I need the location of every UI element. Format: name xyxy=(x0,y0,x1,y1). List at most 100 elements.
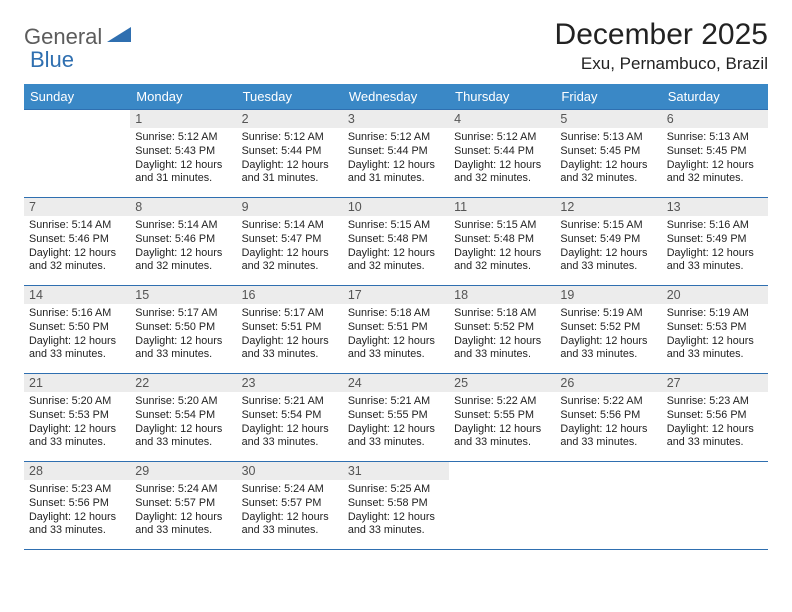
calendar-cell: 24Sunrise: 5:21 AMSunset: 5:55 PMDayligh… xyxy=(343,374,449,462)
day-number: 23 xyxy=(237,374,343,392)
header: General December 2025 Exu, Pernambuco, B… xyxy=(24,18,768,80)
day-number: 18 xyxy=(449,286,555,304)
calendar-cell: 19Sunrise: 5:19 AMSunset: 5:52 PMDayligh… xyxy=(555,286,661,374)
day-number: 29 xyxy=(130,462,236,480)
day-details: Sunrise: 5:22 AMSunset: 5:55 PMDaylight:… xyxy=(449,392,555,454)
day-details: Sunrise: 5:16 AMSunset: 5:49 PMDaylight:… xyxy=(662,216,768,278)
calendar-cell: 28Sunrise: 5:23 AMSunset: 5:56 PMDayligh… xyxy=(24,462,130,550)
day-number: 19 xyxy=(555,286,661,304)
logo-triangle-icon xyxy=(107,24,133,49)
calendar-cell: 27Sunrise: 5:23 AMSunset: 5:56 PMDayligh… xyxy=(662,374,768,462)
day-details: Sunrise: 5:15 AMSunset: 5:48 PMDaylight:… xyxy=(449,216,555,278)
day-details: Sunrise: 5:12 AMSunset: 5:44 PMDaylight:… xyxy=(343,128,449,190)
day-number: 7 xyxy=(24,198,130,216)
day-number: 3 xyxy=(343,110,449,128)
calendar-cell: 23Sunrise: 5:21 AMSunset: 5:54 PMDayligh… xyxy=(237,374,343,462)
day-number xyxy=(555,462,661,480)
weekday-header: Saturday xyxy=(662,84,768,110)
weekday-header: Monday xyxy=(130,84,236,110)
month-title: December 2025 xyxy=(555,18,768,52)
calendar-week-row: 14Sunrise: 5:16 AMSunset: 5:50 PMDayligh… xyxy=(24,286,768,374)
calendar-cell: 3Sunrise: 5:12 AMSunset: 5:44 PMDaylight… xyxy=(343,110,449,198)
calendar-cell: 8Sunrise: 5:14 AMSunset: 5:46 PMDaylight… xyxy=(130,198,236,286)
day-details: Sunrise: 5:12 AMSunset: 5:44 PMDaylight:… xyxy=(237,128,343,190)
day-details: Sunrise: 5:18 AMSunset: 5:51 PMDaylight:… xyxy=(343,304,449,366)
calendar-cell: 14Sunrise: 5:16 AMSunset: 5:50 PMDayligh… xyxy=(24,286,130,374)
calendar-cell: 1Sunrise: 5:12 AMSunset: 5:43 PMDaylight… xyxy=(130,110,236,198)
day-number: 8 xyxy=(130,198,236,216)
day-details: Sunrise: 5:19 AMSunset: 5:52 PMDaylight:… xyxy=(555,304,661,366)
calendar-cell xyxy=(662,462,768,550)
weekday-header: Sunday xyxy=(24,84,130,110)
calendar-cell: 10Sunrise: 5:15 AMSunset: 5:48 PMDayligh… xyxy=(343,198,449,286)
calendar-cell: 29Sunrise: 5:24 AMSunset: 5:57 PMDayligh… xyxy=(130,462,236,550)
day-details: Sunrise: 5:23 AMSunset: 5:56 PMDaylight:… xyxy=(662,392,768,454)
day-details: Sunrise: 5:19 AMSunset: 5:53 PMDaylight:… xyxy=(662,304,768,366)
day-details: Sunrise: 5:13 AMSunset: 5:45 PMDaylight:… xyxy=(555,128,661,190)
calendar-cell: 18Sunrise: 5:18 AMSunset: 5:52 PMDayligh… xyxy=(449,286,555,374)
day-number: 26 xyxy=(555,374,661,392)
calendar-cell: 17Sunrise: 5:18 AMSunset: 5:51 PMDayligh… xyxy=(343,286,449,374)
day-details: Sunrise: 5:21 AMSunset: 5:55 PMDaylight:… xyxy=(343,392,449,454)
day-details: Sunrise: 5:14 AMSunset: 5:46 PMDaylight:… xyxy=(24,216,130,278)
calendar-cell: 5Sunrise: 5:13 AMSunset: 5:45 PMDaylight… xyxy=(555,110,661,198)
day-number: 14 xyxy=(24,286,130,304)
day-details: Sunrise: 5:15 AMSunset: 5:49 PMDaylight:… xyxy=(555,216,661,278)
calendar-cell: 12Sunrise: 5:15 AMSunset: 5:49 PMDayligh… xyxy=(555,198,661,286)
logo-text-blue: Blue xyxy=(30,47,74,72)
calendar-cell: 6Sunrise: 5:13 AMSunset: 5:45 PMDaylight… xyxy=(662,110,768,198)
day-number: 16 xyxy=(237,286,343,304)
weekday-header: Wednesday xyxy=(343,84,449,110)
day-number: 12 xyxy=(555,198,661,216)
day-number: 28 xyxy=(24,462,130,480)
calendar-cell: 21Sunrise: 5:20 AMSunset: 5:53 PMDayligh… xyxy=(24,374,130,462)
day-number: 2 xyxy=(237,110,343,128)
day-details: Sunrise: 5:20 AMSunset: 5:54 PMDaylight:… xyxy=(130,392,236,454)
day-number xyxy=(24,110,130,128)
day-number: 10 xyxy=(343,198,449,216)
day-number: 11 xyxy=(449,198,555,216)
day-number: 4 xyxy=(449,110,555,128)
day-number: 31 xyxy=(343,462,449,480)
day-details: Sunrise: 5:15 AMSunset: 5:48 PMDaylight:… xyxy=(343,216,449,278)
calendar-cell: 30Sunrise: 5:24 AMSunset: 5:57 PMDayligh… xyxy=(237,462,343,550)
day-number: 30 xyxy=(237,462,343,480)
day-number: 22 xyxy=(130,374,236,392)
calendar-cell: 22Sunrise: 5:20 AMSunset: 5:54 PMDayligh… xyxy=(130,374,236,462)
calendar-cell: 2Sunrise: 5:12 AMSunset: 5:44 PMDaylight… xyxy=(237,110,343,198)
day-number: 13 xyxy=(662,198,768,216)
calendar-cell: 9Sunrise: 5:14 AMSunset: 5:47 PMDaylight… xyxy=(237,198,343,286)
calendar-cell: 4Sunrise: 5:12 AMSunset: 5:44 PMDaylight… xyxy=(449,110,555,198)
day-details: Sunrise: 5:17 AMSunset: 5:51 PMDaylight:… xyxy=(237,304,343,366)
calendar-cell: 26Sunrise: 5:22 AMSunset: 5:56 PMDayligh… xyxy=(555,374,661,462)
calendar-cell xyxy=(24,110,130,198)
weekday-header-row: SundayMondayTuesdayWednesdayThursdayFrid… xyxy=(24,84,768,110)
day-number: 5 xyxy=(555,110,661,128)
day-details: Sunrise: 5:22 AMSunset: 5:56 PMDaylight:… xyxy=(555,392,661,454)
calendar-week-row: 1Sunrise: 5:12 AMSunset: 5:43 PMDaylight… xyxy=(24,110,768,198)
calendar-body: 1Sunrise: 5:12 AMSunset: 5:43 PMDaylight… xyxy=(24,110,768,550)
day-number: 20 xyxy=(662,286,768,304)
weekday-header: Thursday xyxy=(449,84,555,110)
day-details: Sunrise: 5:13 AMSunset: 5:45 PMDaylight:… xyxy=(662,128,768,190)
day-number: 17 xyxy=(343,286,449,304)
calendar-cell: 13Sunrise: 5:16 AMSunset: 5:49 PMDayligh… xyxy=(662,198,768,286)
logo-text-blue-wrap: Blue xyxy=(30,47,74,73)
day-details: Sunrise: 5:23 AMSunset: 5:56 PMDaylight:… xyxy=(24,480,130,542)
calendar-cell: 7Sunrise: 5:14 AMSunset: 5:46 PMDaylight… xyxy=(24,198,130,286)
location: Exu, Pernambuco, Brazil xyxy=(555,54,768,74)
calendar-week-row: 28Sunrise: 5:23 AMSunset: 5:56 PMDayligh… xyxy=(24,462,768,550)
title-block: December 2025 Exu, Pernambuco, Brazil xyxy=(555,18,768,80)
calendar-week-row: 21Sunrise: 5:20 AMSunset: 5:53 PMDayligh… xyxy=(24,374,768,462)
day-details: Sunrise: 5:24 AMSunset: 5:57 PMDaylight:… xyxy=(237,480,343,542)
day-details: Sunrise: 5:12 AMSunset: 5:43 PMDaylight:… xyxy=(130,128,236,190)
weekday-header: Tuesday xyxy=(237,84,343,110)
day-number xyxy=(662,462,768,480)
day-number: 21 xyxy=(24,374,130,392)
calendar-cell: 25Sunrise: 5:22 AMSunset: 5:55 PMDayligh… xyxy=(449,374,555,462)
day-details: Sunrise: 5:18 AMSunset: 5:52 PMDaylight:… xyxy=(449,304,555,366)
day-number: 1 xyxy=(130,110,236,128)
weekday-header: Friday xyxy=(555,84,661,110)
day-details: Sunrise: 5:21 AMSunset: 5:54 PMDaylight:… xyxy=(237,392,343,454)
day-details: Sunrise: 5:14 AMSunset: 5:47 PMDaylight:… xyxy=(237,216,343,278)
